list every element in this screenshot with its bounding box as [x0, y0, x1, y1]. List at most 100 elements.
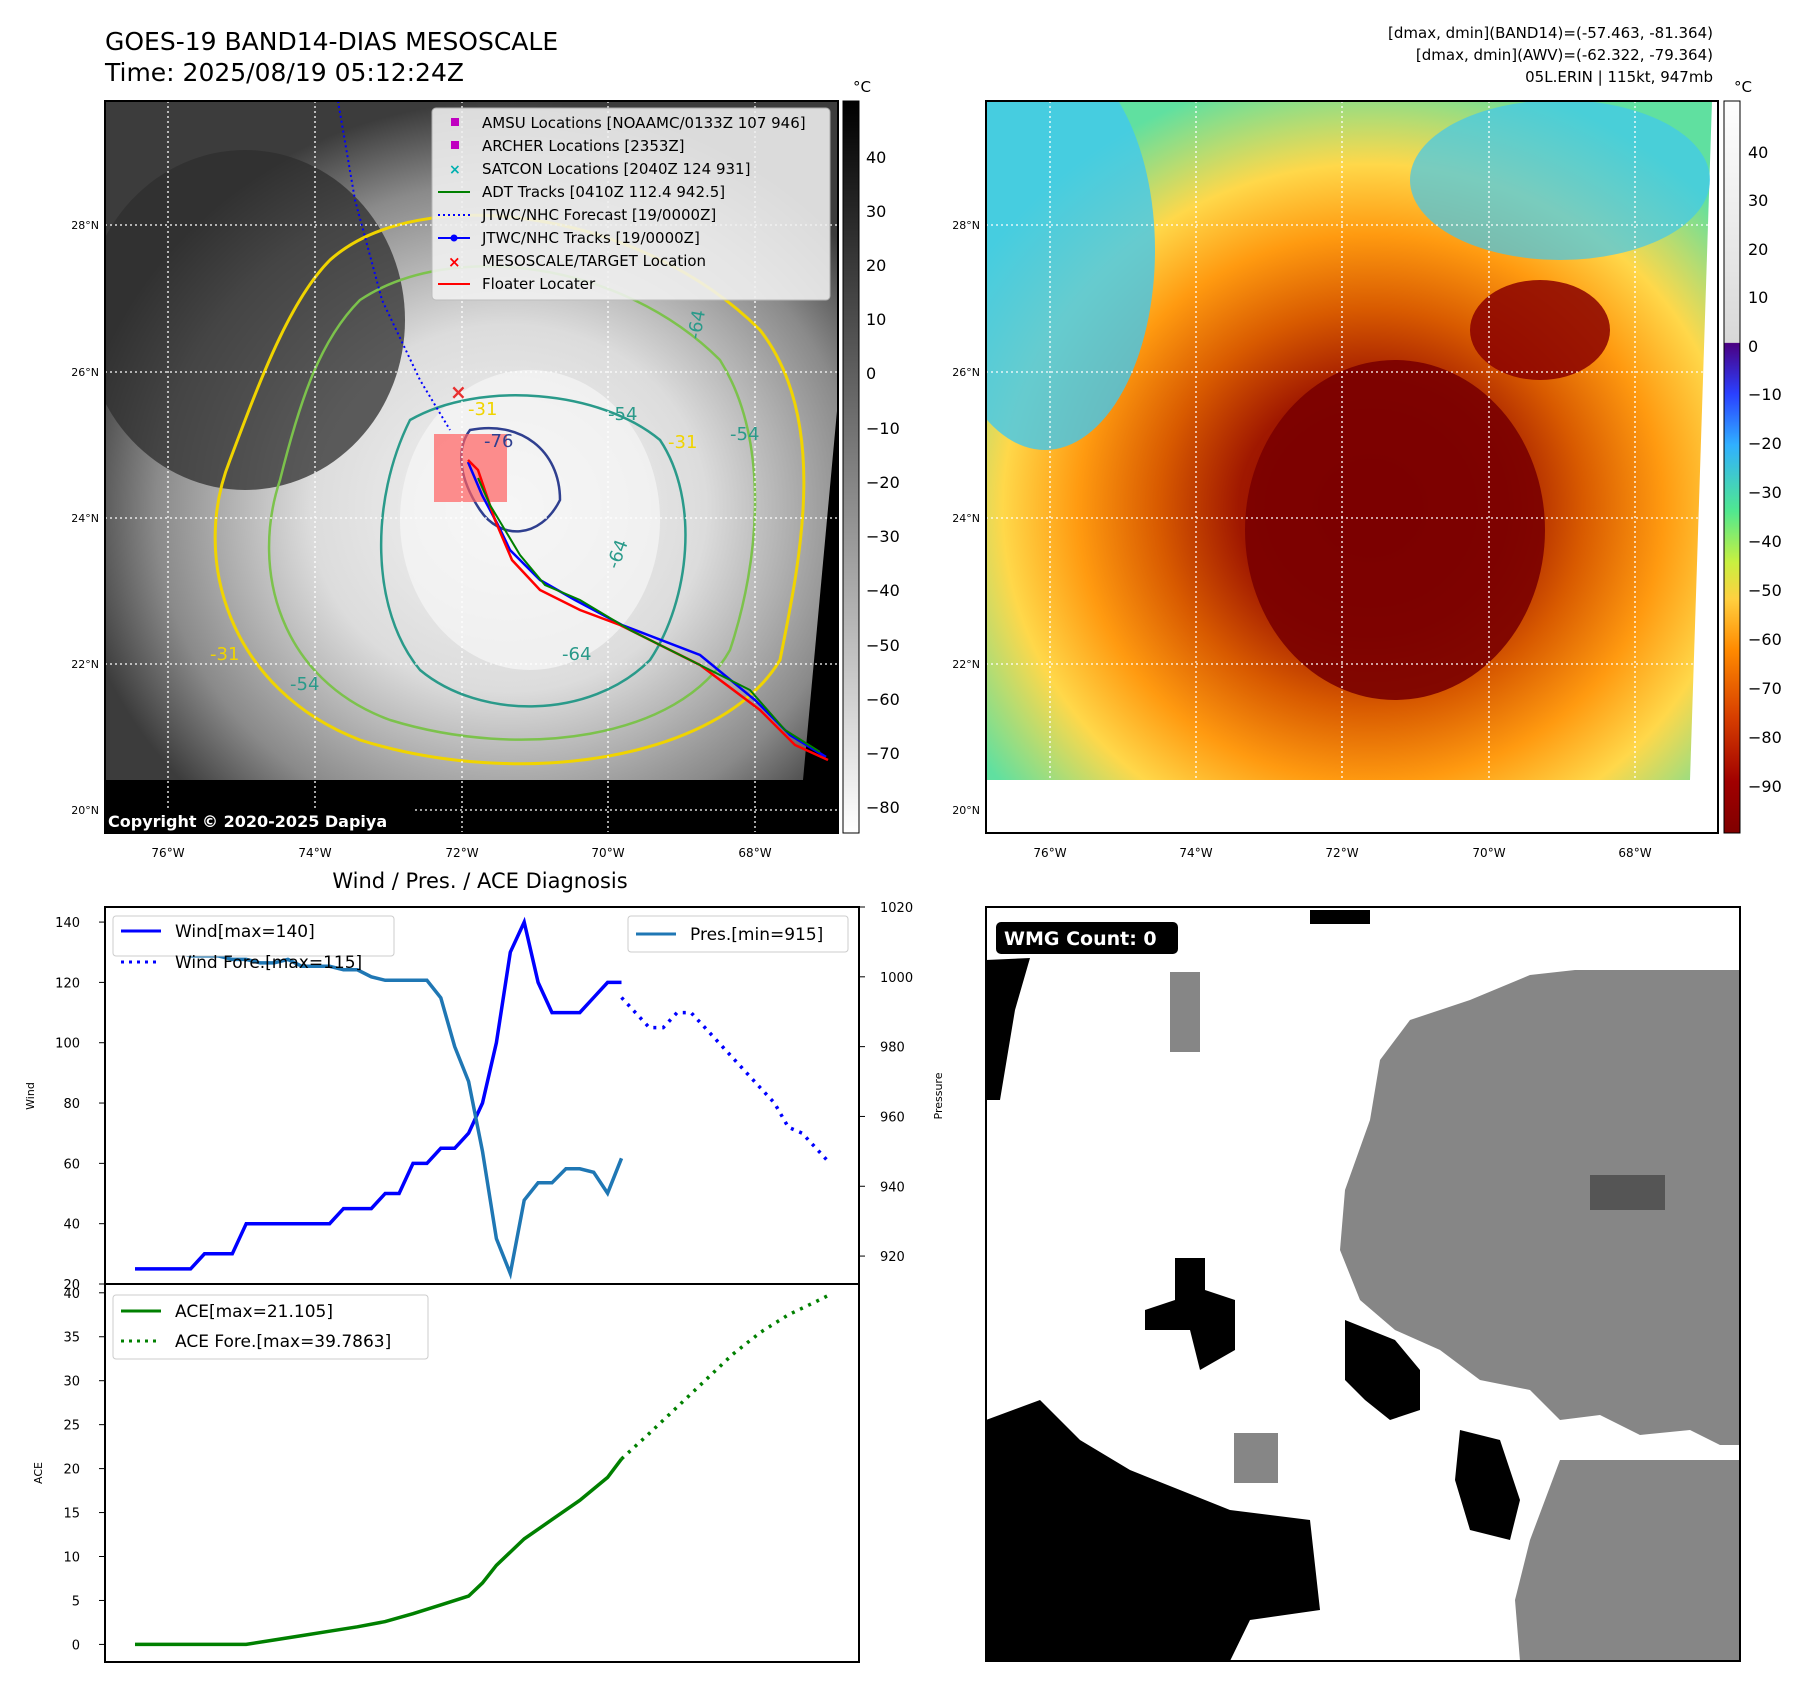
wmg-black-region-c	[1145, 1258, 1235, 1370]
contour-label: -54	[608, 404, 637, 425]
gray-colorbar-tick: −70	[866, 744, 900, 763]
color-map-lat-labels: 28°N 26°N 24°N 22°N 20°N	[952, 219, 980, 817]
target-marker: ×	[450, 380, 467, 404]
pressure-tick-label: 960	[880, 1110, 905, 1125]
floater-track	[467, 459, 829, 762]
legend-amsu-marker	[451, 118, 459, 126]
wind-legend-box	[112, 915, 395, 957]
ace-tick-label: 25	[63, 1419, 80, 1434]
ace-line	[135, 1457, 623, 1647]
color-colorbar-tick: 20	[1748, 240, 1768, 259]
pressure-tick-label: 920	[880, 1250, 905, 1265]
ace-forecast-legend-label: ACE Fore.[max=39.7863]	[175, 1332, 391, 1352]
wmg-black-region-nw	[986, 958, 1030, 1100]
wmg-gray-region-se	[1515, 1460, 1740, 1661]
wmg-panel: WMG Count: 0	[985, 906, 1741, 1662]
ace-axis-ticks: 0 5 10 15 20 25 30 35 40	[63, 1287, 105, 1653]
color-cold-cloud-ne	[1470, 280, 1610, 380]
contour-label: -64	[684, 308, 710, 341]
color-colorbar-tick: −70	[1748, 679, 1782, 698]
pressure-legend: Pres.[min=915]	[627, 915, 849, 953]
color-colorbar-tick: −30	[1748, 483, 1782, 502]
lon-label: 70°W	[591, 846, 624, 860]
gray-colorbar-tick: 30	[866, 202, 886, 221]
color-colorbar-ticks: 40 30 20 10 0 −10 −20 −30 −40 −50 −60 −7…	[1748, 143, 1782, 796]
pressure-tick-label: 980	[880, 1041, 905, 1056]
lat-label: 22°N	[952, 658, 980, 671]
wind-legend-label: Wind[max=140]	[175, 922, 315, 942]
gray-colorbar-tick: −60	[866, 690, 900, 709]
copyright-text: Copyright © 2020-2025 Dapiya	[108, 812, 387, 831]
gray-colorbar-tick: −10	[866, 419, 900, 438]
contour-54	[267, 265, 757, 741]
wind-tick-label: 60	[63, 1157, 80, 1172]
color-colorbar-tick: 0	[1748, 337, 1758, 356]
wmg-count-label: WMG Count: 0	[1004, 928, 1157, 950]
wind-forecast-legend-label: Wind Fore.[max=115]	[175, 953, 362, 973]
lat-label: 20°N	[71, 804, 99, 817]
ir-map-frame	[104, 100, 839, 834]
ace-axis-label: ACE	[32, 1462, 45, 1484]
wind-pressure-plot-frame	[104, 906, 860, 1285]
lat-label: 22°N	[71, 658, 99, 671]
pressure-tick-label: 1020	[880, 901, 913, 916]
color-colorbar-tick: 30	[1748, 191, 1768, 210]
color-map-gridlines	[986, 101, 1718, 833]
lon-label: 76°W	[1033, 846, 1066, 860]
lat-label: 26°N	[71, 366, 99, 379]
color-colorbar-tick: 40	[1748, 143, 1768, 162]
legend-archer-marker	[451, 141, 459, 149]
color-cold-cloud-core	[1245, 360, 1545, 700]
wmg-gray-patch	[1234, 1433, 1278, 1483]
ace-legend-label: ACE[max=21.105]	[175, 1302, 333, 1322]
ir-map-lon-labels: 76°W 74°W 72°W 70°W 68°W	[151, 846, 771, 860]
gray-colorbar-ticks: 40 30 20 10 0 −10 −20 −30 −40 −50 −60 −7…	[866, 148, 900, 817]
ace-tick-label: 15	[63, 1507, 80, 1522]
contour-label: -31	[668, 432, 697, 453]
ir-map-lat-labels: 28°N 26°N 24°N 22°N 20°N	[71, 219, 99, 817]
ace-tick-label: 30	[63, 1375, 80, 1390]
legend-satcon-label: SATCON Locations [2040Z 124 931]	[482, 160, 750, 178]
color-colorbar-tick: −80	[1748, 728, 1782, 747]
lat-label: 20°N	[952, 804, 980, 817]
diagnosis-panel: Wind / Pres. / ACE Diagnosis Wind Pressu…	[24, 869, 945, 1663]
ir-clear-sky-region	[105, 150, 405, 490]
ace-tick-label: 10	[63, 1551, 80, 1566]
wmg-frame	[985, 906, 1741, 1662]
ace-tick-label: 5	[72, 1594, 80, 1609]
color-colorbar-tick: −60	[1748, 630, 1782, 649]
figure-info: [dmax, dmin](BAND14)=(-57.463, -81.364) …	[1388, 22, 1713, 88]
contour-label: -54	[730, 424, 759, 445]
copyright-box	[105, 808, 415, 833]
wind-tick-label: 120	[55, 976, 80, 991]
gray-colorbar-tick: 10	[866, 310, 886, 329]
contour-label: -54	[290, 674, 319, 695]
adt-track	[477, 477, 821, 753]
gray-colorbar-unit: °C	[853, 78, 871, 96]
info-awv: [dmax, dmin](AWV)=(-62.322, -79.364)	[1415, 46, 1713, 64]
wind-tick-label: 20	[63, 1278, 80, 1293]
forecast-track	[337, 101, 451, 431]
lat-label: 26°N	[952, 366, 980, 379]
lon-label: 72°W	[445, 846, 478, 860]
gray-colorbar-tick: −30	[866, 527, 900, 546]
color-colorbar-tick: 10	[1748, 288, 1768, 307]
lon-label: 68°W	[1618, 846, 1651, 860]
figure-title: GOES-19 BAND14-DIAS MESOSCALE Time: 2025…	[105, 26, 558, 88]
legend-forecast-label: JTWC/NHC Forecast [19/0000Z]	[481, 206, 716, 224]
lat-label: 24°N	[71, 512, 99, 525]
wmg-gray-region-ne	[1340, 970, 1740, 1445]
color-colorbar-tick: −10	[1748, 385, 1782, 404]
gray-colorbar	[842, 100, 860, 834]
gray-colorbar-tick: 0	[866, 364, 876, 383]
wind-tick-label: 80	[63, 1097, 80, 1112]
ace-legend-box	[112, 1294, 429, 1360]
wind-axis-ticks: 20 40 60 80 100 120 140	[55, 916, 105, 1293]
lon-label: 74°W	[298, 846, 331, 860]
ace-lines	[135, 1292, 831, 1647]
title-time: Time: 2025/08/19 05:12:24Z	[105, 58, 464, 87]
pressure-axis-ticks: 920 940 960 980 1000 1020	[859, 901, 913, 1265]
color-colorbar-tick: −20	[1748, 434, 1782, 453]
lat-label: 24°N	[952, 512, 980, 525]
